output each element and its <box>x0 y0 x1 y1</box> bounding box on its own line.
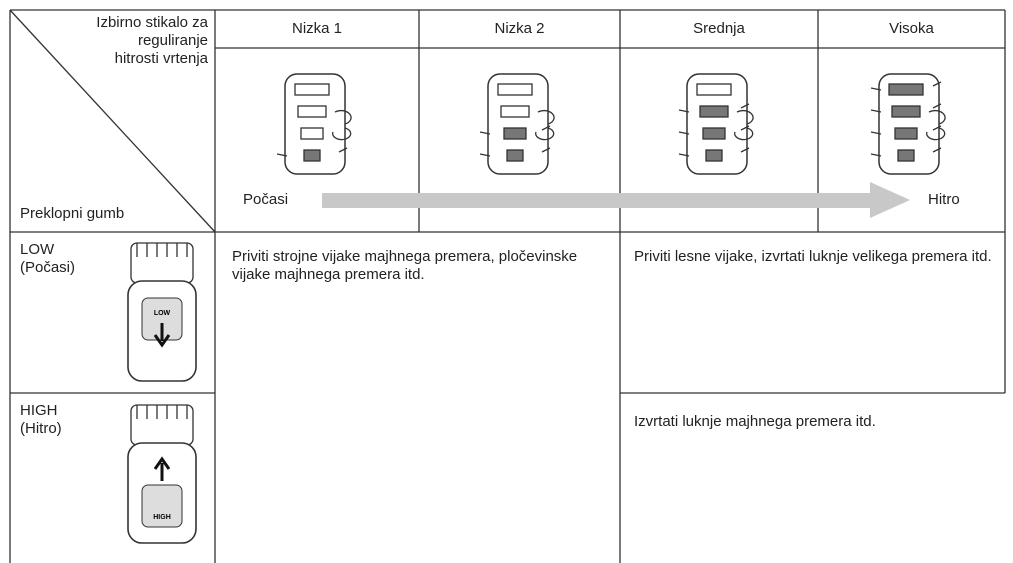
speed-arrow <box>322 182 910 218</box>
scale-fast: Hitro <box>928 191 960 208</box>
speed-dial-icon <box>479 73 555 175</box>
button-label: LOW <box>154 310 171 317</box>
speed-dial-icon <box>678 73 754 175</box>
speed-dial-icon <box>276 73 352 175</box>
use-text: Priviti strojne vijake majhnega premera,… <box>232 248 578 283</box>
row-name: LOW <box>20 241 55 258</box>
corner-line: reguliranje <box>137 32 208 49</box>
corner-bottom: Preklopni gumb <box>20 205 125 222</box>
button-label: HIGH <box>153 514 171 521</box>
drill-icon: LOW <box>127 242 197 382</box>
corner-top: Izbirno stikalo za reguliranje hitrosti … <box>60 14 208 68</box>
column-header: Nizka 1 <box>291 20 343 37</box>
drill-icon: HIGH <box>127 404 197 544</box>
row-label: LOW (Počasi) <box>20 241 75 277</box>
use-text: Izvrtati luknje majhnega premera itd. <box>634 413 876 430</box>
speed-dial-icon <box>870 73 946 175</box>
column-header: Srednja <box>693 20 745 37</box>
row-sub: (Počasi) <box>20 259 76 276</box>
use-text: Priviti lesne vijake, izvrtati luknje ve… <box>634 248 992 265</box>
row-label: HIGH (Hitro) <box>20 402 62 438</box>
column-header: Nizka 2 <box>494 20 545 37</box>
row-name: HIGH <box>20 402 58 419</box>
corner-line: Izbirno stikalo za <box>96 14 208 31</box>
corner-line: hitrosti vrtenja <box>114 50 208 67</box>
scale-slow: Počasi <box>243 191 289 208</box>
row-sub: (Hitro) <box>20 420 62 437</box>
column-header: Visoka <box>889 20 934 37</box>
